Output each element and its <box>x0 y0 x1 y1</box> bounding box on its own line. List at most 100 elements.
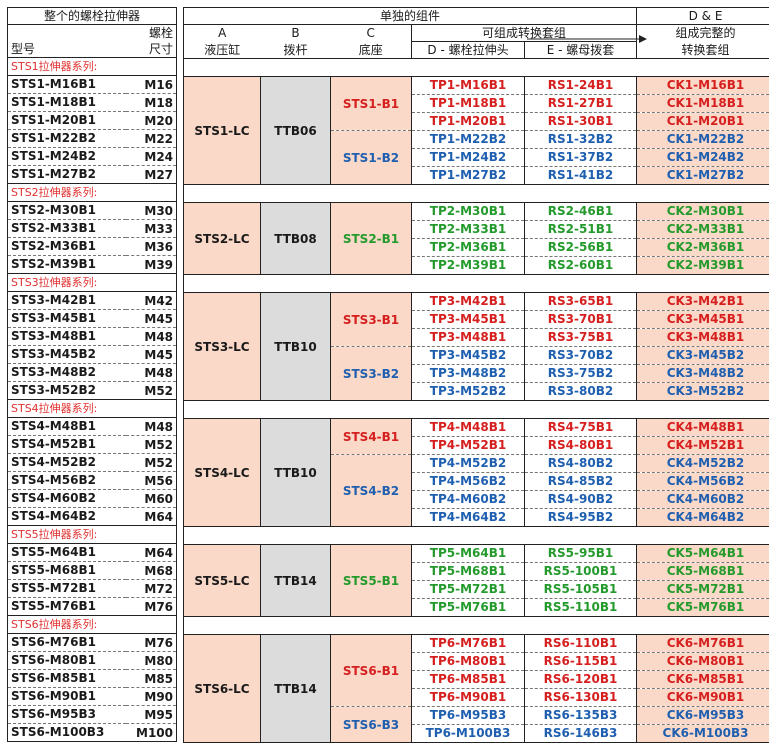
kit-cell: CK6-M85B1 <box>636 670 769 689</box>
socket-cell: RS3-75B1 <box>524 328 637 347</box>
kit-cell: CK3-M48B1 <box>636 328 769 347</box>
kit-cell: CK6-M95B3 <box>636 706 769 725</box>
socket-cell: RS5-105B1 <box>524 580 637 599</box>
table-row: STS2-M30B1 M30 <box>7 201 177 220</box>
socket-cell: RS2-51B1 <box>524 220 637 239</box>
socket-cell: RS3-70B1 <box>524 310 637 329</box>
table-row: TP2-M36B1 RS2-56B1 CK2-M36B1 <box>184 238 769 257</box>
component-table: 单独的组件 D & E A B C 可组成转换套组 组成完整的 液压缸 拨杆 底… <box>183 7 769 743</box>
kit-cell: CK1-M24B2 <box>636 148 769 167</box>
cylinder-cell: STS3-LC <box>183 292 261 401</box>
head-cell: TP1-M16B1 <box>411 76 525 95</box>
size-cell: M33 <box>125 219 177 238</box>
kit-cell: CK1-M27B2 <box>636 166 769 185</box>
table-row: STS2-M39B1 M39 <box>8 256 177 274</box>
lever-cell: TTB10 <box>260 292 331 401</box>
model-cell: STS5-M72B1 <box>7 579 126 598</box>
size-cell: M100 <box>136 725 174 740</box>
size-label: 尺寸 <box>149 42 174 56</box>
head-cell: TP4-M52B1 <box>411 436 525 455</box>
size-cell: M52 <box>144 383 174 398</box>
head-cell: TP3-M45B2 <box>411 346 525 365</box>
model-cell: STS6-M95B3 <box>7 705 126 724</box>
kit-cell: CK6-M100B3 <box>636 724 769 743</box>
table-row: STS6-M80B1 M80 <box>7 651 177 670</box>
table-row: STS1-B2 TP1-M22B2 RS1-32B2 CK1-M22B2 <box>184 130 769 185</box>
size-cell: M56 <box>125 471 177 490</box>
base-cell: STS3-B2 <box>330 346 412 401</box>
table-row: STS5-M72B1 M72 <box>7 579 177 598</box>
table-row: TP1-M27B2 RS1-41B2 CK1-M27B2 <box>184 166 769 185</box>
series-separator <box>183 616 769 635</box>
socket-cell: RS1-27B1 <box>524 94 637 113</box>
table-row: TP3-M45B1 RS3-70B1 CK3-M45B1 <box>184 310 769 329</box>
head-cell: TP3-M48B1 <box>411 328 525 347</box>
size-cell: M27 <box>144 167 174 182</box>
kit-cell: CK5-M68B1 <box>636 562 769 581</box>
table-row: STS4-B2 TP4-M52B2 RS4-80B2 CK4-M52B2 <box>184 454 769 527</box>
model-cell: STS6-M76B1 <box>7 633 126 652</box>
head-cell: TP5-M72B1 <box>411 580 525 599</box>
model-cell: STS4-M56B2 <box>7 471 126 490</box>
size-cell: M45 <box>125 345 177 364</box>
table-row: STS3-M52B2 M52 <box>8 382 177 400</box>
socket-cell: RS1-37B2 <box>524 148 637 167</box>
size-cell: M48 <box>125 363 177 382</box>
model-cell: STS3-M45B2 <box>7 345 126 364</box>
head-cell: TP1-M18B1 <box>411 94 525 113</box>
table-row: STS5-LC TTB14 STS5-B1 TP5-M64B1 RS5-95B1 CK5-… <box>183 544 769 617</box>
table-row: STS6-M76B1 M76 <box>7 633 177 652</box>
kit-cell: CK2-M33B1 <box>636 220 769 239</box>
base-cell: STS4-B2 <box>330 454 412 527</box>
series-label: STS3拉伸器系列: <box>7 273 177 292</box>
socket-cell: RS6-110B1 <box>524 634 637 653</box>
socket-cell: RS3-65B1 <box>524 292 637 311</box>
kit-cell: CK3-M45B2 <box>636 346 769 365</box>
table-row: STS3-B2 TP3-M45B2 RS3-70B2 CK3-M45B2 <box>184 346 769 401</box>
lever-cell: TTB14 <box>260 544 331 617</box>
lever-cell: TTB06 <box>260 76 331 185</box>
table-row: TP2-M33B1 RS2-51B1 CK2-M33B1 <box>184 220 769 239</box>
kit-cell: CK5-M72B1 <box>636 580 769 599</box>
socket-cell: RS5-100B1 <box>524 562 637 581</box>
size-cell: M52 <box>125 435 177 454</box>
table-row: TP3-M48B1 RS3-75B1 CK3-M48B1 <box>184 328 769 347</box>
socket-cell: RS2-60B1 <box>524 256 637 275</box>
table-row: TP6-M80B1 RS6-115B1 CK6-M80B1 <box>184 652 769 671</box>
table-row: STS6-B3 TP6-M95B3 RS6-135B3 CK6-M95B3 <box>184 706 769 743</box>
b-letter: B <box>291 26 300 41</box>
base-cell: STS2-B1 <box>330 202 412 275</box>
model-cell: STS6-M90B1 <box>7 687 126 706</box>
de-line1: 组成完整的 <box>675 26 736 41</box>
table-row: TP6-M90B1 RS6-130B1 CK6-M90B1 <box>184 688 769 707</box>
head-cell: TP6-M90B1 <box>411 688 525 707</box>
combine-kit-header: 可组成转换套组 <box>411 24 637 42</box>
kit-cell: CK3-M48B2 <box>636 364 769 383</box>
socket-cell: RS4-85B2 <box>524 472 637 491</box>
head-cell: TP5-M68B1 <box>411 562 525 581</box>
model-cell: STS3-M42B1 <box>7 291 126 310</box>
size-cell: M20 <box>125 111 177 130</box>
kit-cell: CK6-M76B1 <box>636 634 769 653</box>
size-cell: M72 <box>125 579 177 598</box>
head-cell: TP4-M48B1 <box>411 418 525 437</box>
socket-cell: RS1-24B1 <box>524 76 637 95</box>
series-separator <box>183 526 769 545</box>
table-row: TP6-M100B3 RS6-146B3 CK6-M100B3 <box>184 724 769 743</box>
cylinder-cell: STS2-LC <box>183 202 261 275</box>
kit-cell: CK5-M64B1 <box>636 544 769 563</box>
table-row: STS4-M60B2 M60 <box>7 489 177 508</box>
socket-cell: RS6-146B3 <box>524 724 637 743</box>
head-cell: TP5-M76B1 <box>411 598 525 617</box>
kit-cell: CK1-M18B1 <box>636 94 769 113</box>
socket-cell: RS1-32B2 <box>524 130 637 149</box>
kit-cell: CK3-M52B2 <box>636 382 769 401</box>
head-cell: TP1-M27B2 <box>411 166 525 185</box>
table-row: STS2-LC TTB08 STS2-B1 TP2-M30B1 RS2-46B1 CK2-… <box>183 202 769 275</box>
series-label: STS5拉伸器系列: <box>7 525 177 544</box>
kit-cell: CK2-M36B1 <box>636 238 769 257</box>
kit-cell: CK4-M52B1 <box>636 436 769 455</box>
series-label: STS2拉伸器系列: <box>7 183 177 202</box>
separate-components-header: 单独的组件 <box>183 7 637 25</box>
table-row: STS1-M24B2 M24 <box>7 147 177 166</box>
